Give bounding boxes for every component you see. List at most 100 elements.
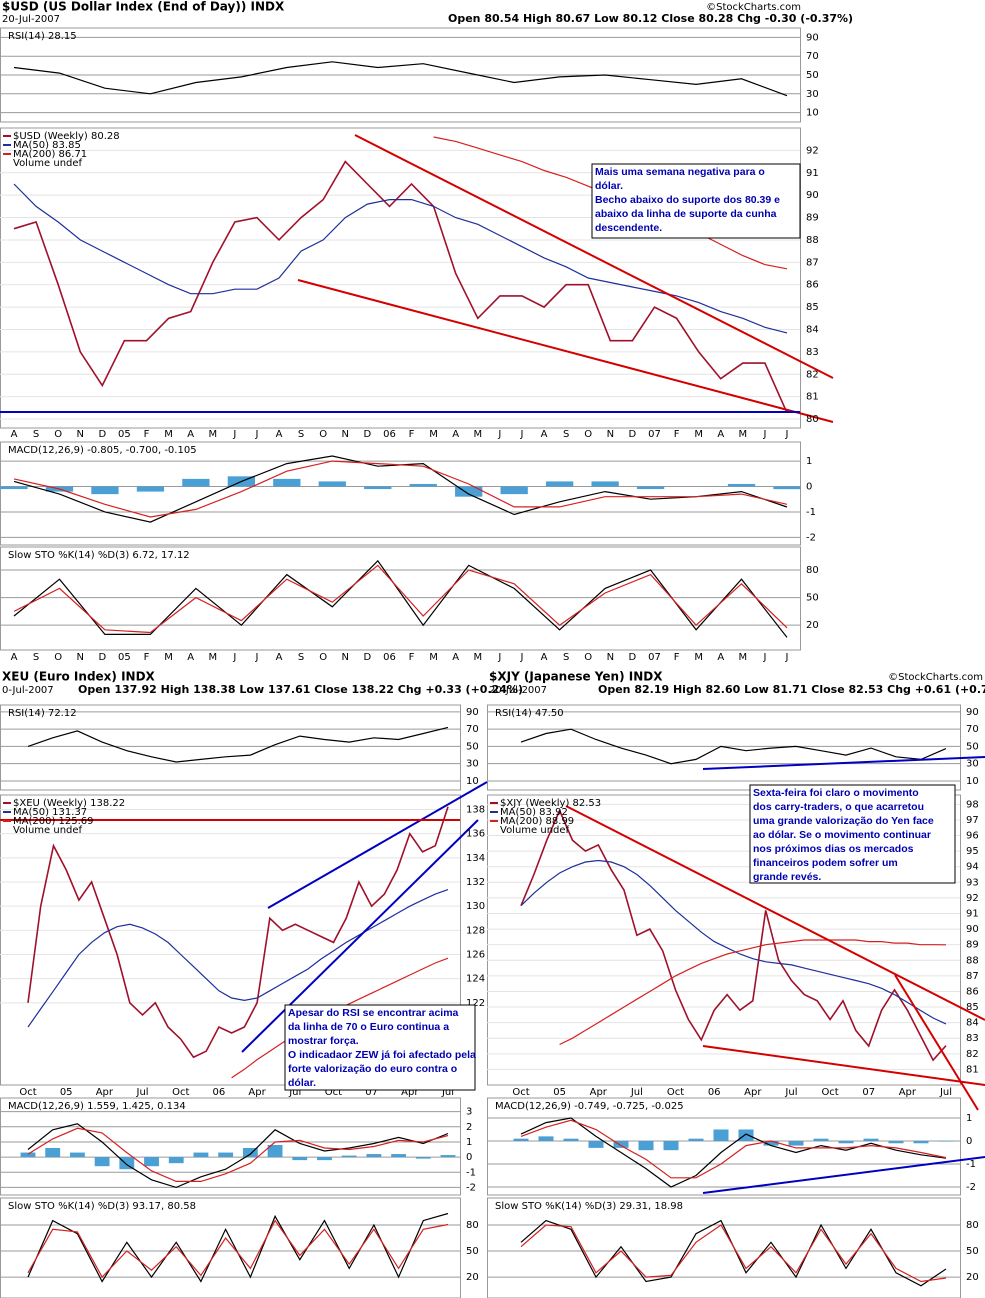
chart-title: $USD (US Dollar Index (End of Day)) INDX xyxy=(2,0,285,14)
panel-label: MACD(12,26,9) -0.805, -0.700, -0.105 xyxy=(8,445,197,456)
x-tick-label: M xyxy=(164,652,173,663)
y-tick-label: 90 xyxy=(966,707,979,718)
x-tick-label: Jul xyxy=(630,1087,643,1098)
histogram-bar xyxy=(538,1136,554,1141)
x-tick-label: N xyxy=(342,429,349,440)
y-tick-label: 70 xyxy=(466,724,479,735)
annotation-line: abaixo da linha de suporte da cunha xyxy=(595,208,777,220)
panel-frame xyxy=(487,704,961,791)
x-tick-label: D xyxy=(629,429,637,440)
x-tick-label: M xyxy=(164,429,173,440)
y-tick-label: 92 xyxy=(966,893,979,904)
y-tick-label: 1 xyxy=(806,456,812,467)
x-tick-label: N xyxy=(607,429,614,440)
x-tick-label: M xyxy=(473,652,482,663)
y-tick-label: 134 xyxy=(466,853,485,864)
series-line xyxy=(27,1219,449,1279)
y-tick-label: 90 xyxy=(806,190,819,201)
series-line xyxy=(520,1119,947,1179)
x-tick-label: Oct xyxy=(512,1087,529,1098)
panel-label: Slow STO %K(14) %D(3) 6.72, 17.12 xyxy=(8,550,190,561)
x-tick-label: Jul xyxy=(784,1087,797,1098)
y-tick-label: 85 xyxy=(966,1002,979,1013)
x-tick-label: 05 xyxy=(118,652,131,663)
trendline xyxy=(702,1156,985,1194)
histogram-bar xyxy=(738,1129,754,1141)
histogram-bar xyxy=(888,1140,904,1144)
histogram-bar xyxy=(788,1140,804,1146)
x-tick-label: A xyxy=(452,652,459,663)
y-tick-label: 10 xyxy=(466,776,479,787)
y-tick-label: 83 xyxy=(966,1033,979,1044)
histogram-bar xyxy=(913,1140,929,1144)
y-tick-label: -1 xyxy=(466,1167,476,1178)
x-tick-label: A xyxy=(187,652,194,663)
y-tick-label: -2 xyxy=(806,532,816,543)
x-tick-label: A xyxy=(541,652,548,663)
x-tick-label: 05 xyxy=(553,1087,566,1098)
x-tick-label: Oct xyxy=(821,1087,838,1098)
histogram-bar xyxy=(292,1157,308,1161)
x-tick-label: J xyxy=(519,652,523,663)
x-tick-label: A xyxy=(276,429,283,440)
x-tick-label: O xyxy=(54,652,62,663)
source: ©StockCharts.com xyxy=(888,672,983,683)
panel-frame xyxy=(0,1197,461,1298)
y-tick-label: 92 xyxy=(806,145,819,156)
y-tick-label: 128 xyxy=(466,925,485,936)
y-tick-label: 124 xyxy=(466,974,485,985)
histogram-bar xyxy=(364,486,392,490)
x-tick-label: F xyxy=(409,429,415,440)
annotation-box xyxy=(591,163,801,239)
y-tick-label: 50 xyxy=(806,70,819,81)
y-tick-label: -2 xyxy=(466,1182,476,1193)
histogram-bar xyxy=(94,1157,110,1167)
panel-frame xyxy=(487,794,961,1086)
y-tick-label: 95 xyxy=(966,846,979,857)
histogram-bar xyxy=(0,486,28,490)
x-tick-label: F xyxy=(144,652,150,663)
y-tick-label: 50 xyxy=(806,593,819,604)
y-tick-label: 96 xyxy=(966,831,979,842)
chart-date: 0-Jul-2007 xyxy=(2,685,54,696)
x-tick-label: D xyxy=(629,652,637,663)
histogram-bar xyxy=(136,486,165,492)
x-tick-label: D xyxy=(98,429,106,440)
y-tick-label: 50 xyxy=(466,741,479,752)
legend-item: Volume undef xyxy=(13,825,83,836)
y-tick-label: 85 xyxy=(806,302,819,313)
quote: Open 80.54 High 80.67 Low 80.12 Close 80… xyxy=(448,12,853,25)
histogram-bar xyxy=(863,1138,879,1141)
y-tick-label: 83 xyxy=(806,347,819,358)
x-tick-label: M xyxy=(739,429,748,440)
annotation-line: Apesar do RSI se encontrar acima xyxy=(288,1007,459,1019)
series-line xyxy=(27,889,449,1028)
x-tick-label: M xyxy=(694,429,703,440)
panel-frame xyxy=(0,441,801,546)
x-tick-label: Oct xyxy=(667,1087,684,1098)
y-tick-label: 3 xyxy=(466,1107,472,1118)
panel-label: Slow STO %K(14) %D(3) 29.31, 18.98 xyxy=(495,1201,683,1212)
y-tick-label: 93 xyxy=(966,877,979,888)
trendline xyxy=(354,134,834,379)
legend-item: MA(50) 83.85 xyxy=(13,140,81,151)
annotation-line: dólar. xyxy=(288,1077,316,1089)
quote: Open 82.19 High 82.60 Low 81.71 Close 82… xyxy=(598,683,985,696)
histogram-bar xyxy=(638,1140,654,1151)
histogram-bar xyxy=(563,1138,579,1141)
x-tick-label: D xyxy=(98,652,106,663)
y-tick-label: 1 xyxy=(966,1113,972,1124)
panel-label: MACD(12,26,9) -0.749, -0.725, -0.025 xyxy=(495,1101,684,1112)
y-tick-label: 1 xyxy=(466,1137,472,1148)
x-tick-label: A xyxy=(717,652,724,663)
panel-frame xyxy=(487,1197,961,1298)
histogram-bar xyxy=(500,486,528,495)
quote: Open 137.92 High 138.38 Low 137.61 Close… xyxy=(78,683,523,696)
histogram-bar xyxy=(763,1140,779,1146)
histogram-bar xyxy=(318,481,346,487)
x-tick-label: A xyxy=(717,429,724,440)
panel-label: RSI(14) 28.15 xyxy=(8,31,77,42)
y-tick-label: 90 xyxy=(966,924,979,935)
annotation-line: da linha de 70 o Euro continua a xyxy=(288,1021,449,1033)
x-tick-label: S xyxy=(563,652,569,663)
